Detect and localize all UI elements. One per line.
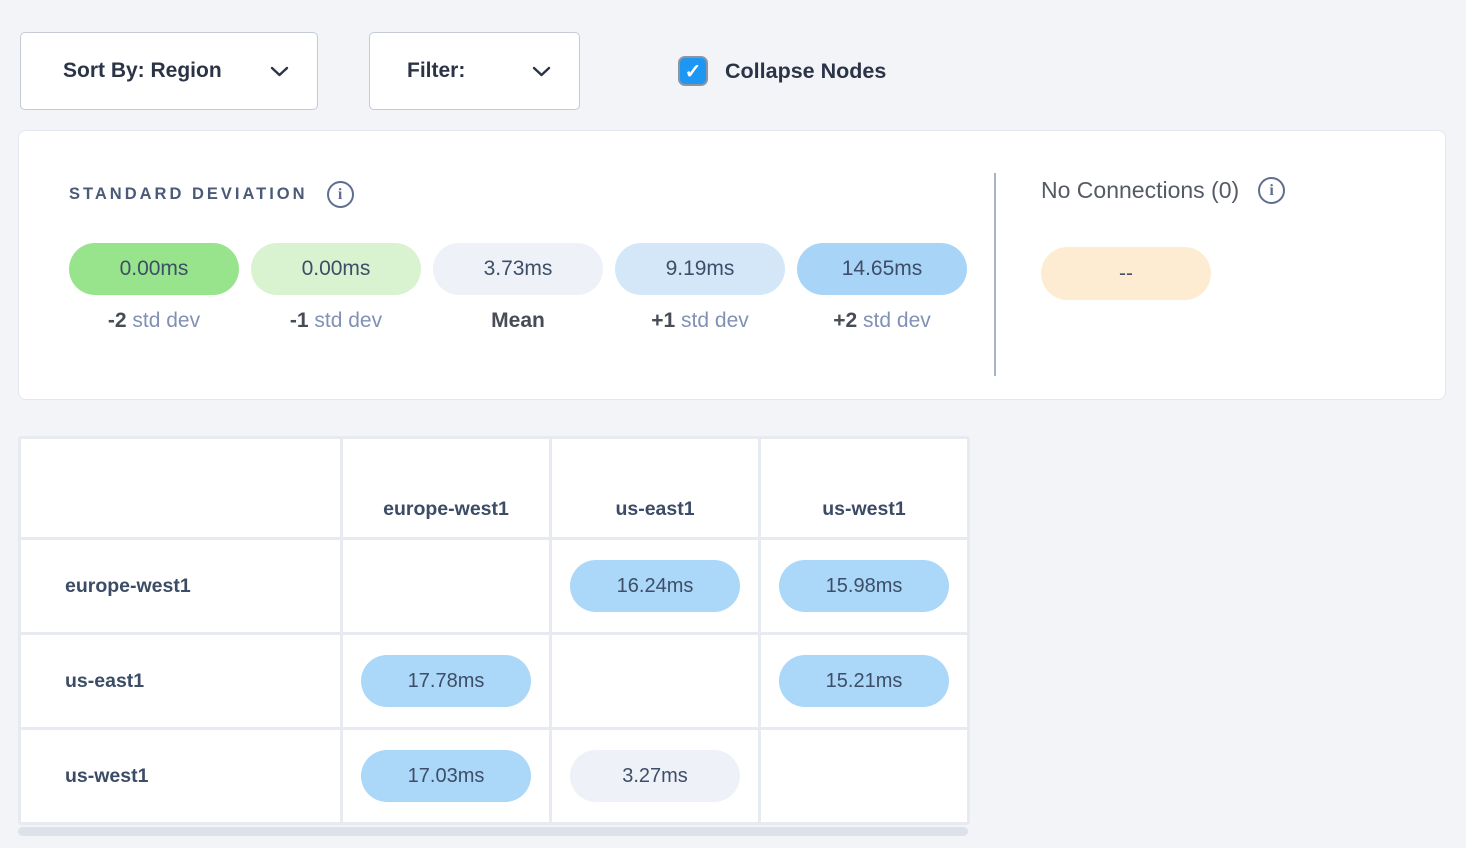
info-icon[interactable]: i (326, 181, 354, 208)
legend-label: +1 std dev (651, 309, 749, 332)
legend-item-plus1: 9.19ms +1 std dev (615, 243, 785, 333)
matrix-row: us-west1 17.03ms 3.27ms (21, 730, 967, 822)
matrix-cell: 16.24ms (552, 540, 758, 632)
matrix-cell: 3.27ms (552, 730, 758, 822)
chevron-down-icon (532, 66, 551, 77)
matrix-cell-empty (552, 635, 758, 727)
row-header-us-west1: us-west1 (21, 730, 340, 822)
filter-dropdown[interactable]: Filter: (369, 32, 580, 110)
legend-pill: 14.65ms (797, 243, 967, 295)
matrix-cell-empty (761, 730, 967, 822)
legend-label: +2 std dev (833, 309, 931, 332)
matrix-horizontal-scrollbar[interactable] (18, 827, 968, 836)
legend-pill: 3.73ms (433, 243, 603, 295)
matrix-cell-empty (343, 540, 549, 632)
latency-pill[interactable]: 17.78ms (361, 655, 531, 707)
sort-by-dropdown[interactable]: Sort By: Region (20, 32, 318, 110)
check-icon: ✓ (684, 60, 702, 83)
legend-panel: STANDARD DEVIATION i 0.00ms -2 std dev 0… (18, 130, 1446, 400)
matrix-row: us-east1 17.78ms 15.21ms (21, 635, 967, 727)
sort-by-label: Sort By: Region (63, 59, 222, 82)
matrix-row: europe-west1 16.24ms 15.98ms (21, 540, 967, 632)
panel-divider (994, 173, 996, 376)
matrix-cell: 15.21ms (761, 635, 967, 727)
collapse-nodes-control: ✓ Collapse Nodes (678, 56, 886, 86)
legend-item-mean: 3.73ms Mean (433, 243, 603, 333)
matrix-cell: 15.98ms (761, 540, 967, 632)
legend-pill: 9.19ms (615, 243, 785, 295)
toolbar: Sort By: Region Filter: ✓ Collapse Nodes (0, 0, 1466, 110)
matrix-corner-cell (21, 439, 340, 537)
std-dev-legend: 0.00ms -2 std dev 0.00ms -1 std dev 3.73… (69, 243, 967, 333)
column-header-us-west1: us-west1 (761, 439, 967, 537)
legend-label: -1 std dev (289, 309, 383, 332)
row-header-europe-west1: europe-west1 (21, 540, 340, 632)
legend-item-minus2: 0.00ms -2 std dev (69, 243, 239, 333)
collapse-nodes-label: Collapse Nodes (725, 58, 887, 83)
legend-pill: 0.00ms (251, 243, 421, 295)
latency-matrix: europe-west1 us-east1 us-west1 europe-we… (18, 436, 970, 825)
latency-pill[interactable]: 16.24ms (570, 560, 740, 612)
filter-label: Filter: (407, 59, 466, 82)
legend-label: -2 std dev (107, 309, 201, 332)
legend-item-minus1: 0.00ms -1 std dev (251, 243, 421, 333)
latency-pill[interactable]: 17.03ms (361, 750, 531, 802)
matrix-cell: 17.78ms (343, 635, 549, 727)
latency-pill[interactable]: 15.21ms (779, 655, 949, 707)
collapse-nodes-checkbox[interactable]: ✓ (678, 56, 708, 86)
std-dev-title: STANDARD DEVIATION (69, 185, 308, 203)
legend-pill: 0.00ms (69, 243, 239, 295)
std-dev-section: STANDARD DEVIATION i 0.00ms -2 std dev 0… (69, 181, 967, 333)
latency-pill[interactable]: 3.27ms (570, 750, 740, 802)
row-header-us-east1: us-east1 (21, 635, 340, 727)
column-header-europe-west1: europe-west1 (343, 439, 549, 537)
no-connections-section: No Connections (0) i -- (1041, 177, 1286, 300)
no-connections-title: No Connections (0) (1041, 177, 1240, 203)
column-header-us-east1: us-east1 (552, 439, 758, 537)
latency-pill[interactable]: 15.98ms (779, 560, 949, 612)
info-icon[interactable]: i (1258, 177, 1286, 204)
legend-label: Mean (491, 309, 545, 332)
legend-item-plus2: 14.65ms +2 std dev (797, 243, 967, 333)
matrix-header-row: europe-west1 us-east1 us-west1 (21, 439, 967, 537)
no-connections-pill: -- (1041, 247, 1211, 300)
chevron-down-icon (270, 66, 289, 77)
matrix-cell: 17.03ms (343, 730, 549, 822)
